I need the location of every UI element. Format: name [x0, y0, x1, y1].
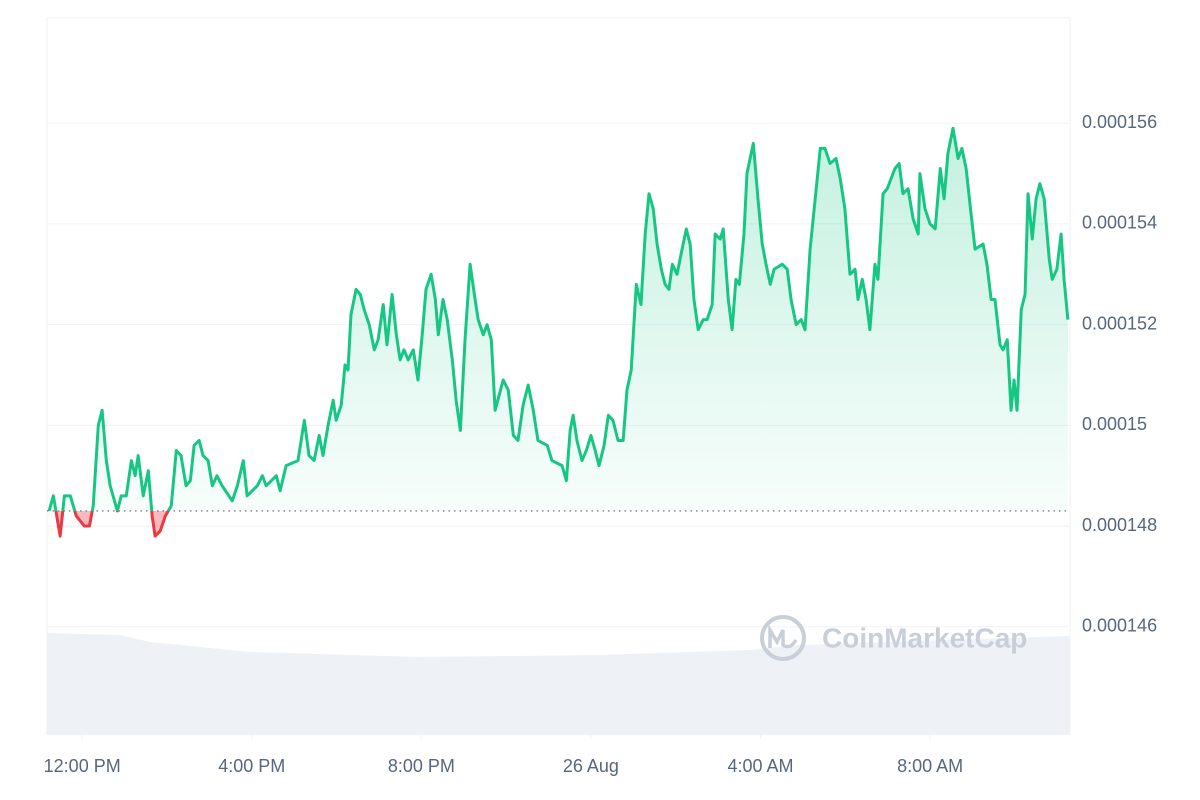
- watermark-logo-mark: [768, 623, 798, 649]
- watermark-text: CoinMarketCap: [822, 622, 1027, 653]
- y-tick-label: 0.000156: [1082, 112, 1157, 132]
- x-tick-label: 12:00 PM: [44, 756, 121, 776]
- x-tick-label: 8:00 AM: [897, 756, 963, 776]
- price-area: [49, 128, 1068, 537]
- watermark-logo: [760, 615, 806, 661]
- y-tick-label: 0.000154: [1082, 213, 1157, 233]
- plot: [47, 126, 1070, 538]
- x-tick-label: 4:00 PM: [218, 756, 285, 776]
- x-tick-label: 26 Aug: [563, 756, 619, 776]
- x-tick-label: 4:00 AM: [727, 756, 793, 776]
- grid: [47, 122, 1070, 628]
- volume-band: [47, 633, 1070, 735]
- watermark: CoinMarketCap: [760, 615, 1027, 661]
- y-tick-label: 0.000152: [1082, 313, 1157, 333]
- x-tick-label: 8:00 PM: [388, 756, 455, 776]
- price-line: [47, 126, 1070, 538]
- y-tick-label: 0.000148: [1082, 515, 1157, 535]
- y-tick-label: 0.000146: [1082, 615, 1157, 635]
- y-tick-label: 0.00015: [1082, 414, 1147, 434]
